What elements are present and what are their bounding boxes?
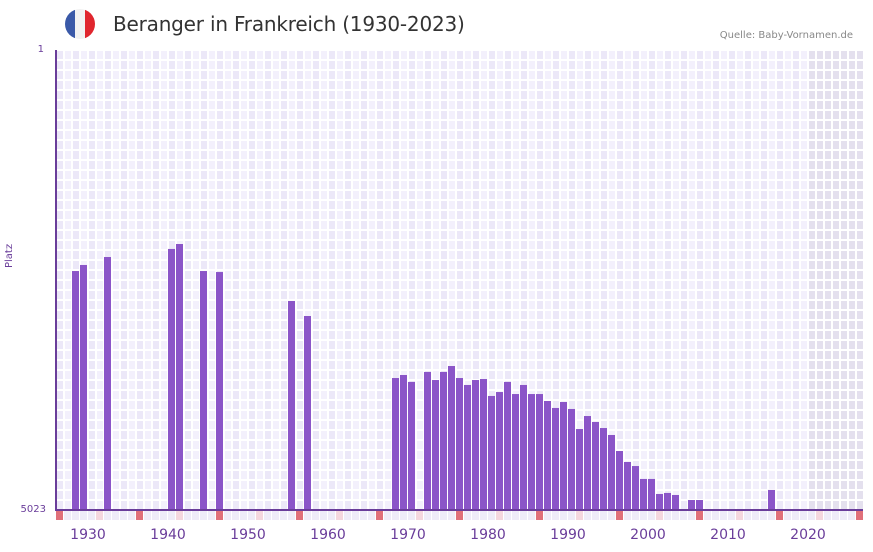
bar-1946: 1946: 2414: [200, 271, 207, 510]
bar-1977: 1977: 3451: [448, 366, 455, 510]
x-axis-line: [56, 509, 863, 511]
bar-1995: 1995: 4062: [592, 421, 599, 510]
x-tick-1970: 1970: [390, 527, 426, 543]
y-tick-bottom: 5023: [20, 504, 46, 515]
bar-2003: 2003: 4848: [656, 493, 663, 510]
bar-1959: 1959: 2905: [304, 315, 311, 510]
y-axis-line: [55, 50, 57, 511]
bar-1987: 1987: 3757: [528, 394, 535, 510]
x-tick-2010: 2010: [710, 527, 746, 543]
x-tick-1980: 1980: [470, 527, 506, 543]
decade-markers: [56, 511, 863, 520]
bar-1992: 1992: 3920: [568, 408, 575, 510]
bar-2005: 2005: 4859: [672, 494, 679, 510]
bar-2007: 2007: 4914: [688, 500, 695, 510]
bar-1931: 1931: 2348: [80, 264, 87, 510]
bar-1970: 1970: 3582: [392, 378, 399, 510]
y-tick-top: 1: [37, 44, 44, 55]
bar-2008: 2008: 4914: [696, 500, 703, 510]
bar-2001: 2001: 4684: [640, 478, 647, 510]
bar-1991: 1991: 3844: [560, 402, 567, 510]
bar-1942: 1942: 2173: [168, 248, 175, 510]
bar-1975: 1975: 3604: [432, 380, 439, 510]
plot-area: 1930: 24141931: 2348 1934: 2261 1942: 2173…: [56, 50, 863, 510]
flag-white-stripe: [75, 9, 85, 39]
bar-1999: 1999: 4499: [624, 462, 631, 510]
bar-1989: 1989: 3833: [544, 400, 551, 510]
x-tick-1950: 1950: [230, 527, 266, 543]
bar-2000: 2000: 4543: [632, 466, 639, 510]
x-tick-1930: 1930: [70, 527, 106, 543]
bar-1988: 1988: 3757: [536, 394, 543, 510]
chart-grid-and-bars: 1930: 24141931: 2348 1934: 2261 1942: 2173…: [57, 51, 863, 510]
bar-1976: 1976: 3516: [440, 371, 447, 510]
bar-1972: 1972: 3625: [408, 381, 415, 510]
bar-1983: 1983: 3735: [496, 392, 503, 510]
bar-2004: 2004: 4837: [664, 492, 671, 510]
x-tick-2020: 2020: [790, 527, 826, 543]
bar-1996: 1996: 4128: [600, 428, 607, 510]
bar-1971: 1971: 3549: [400, 374, 407, 510]
x-tick-2000: 2000: [630, 527, 666, 543]
x-axis-tick-labels: 1930 1940 1950 1960 1970 1980 1990 2000 2010 2020: [0, 527, 873, 547]
bar-1994: 1994: 3997: [584, 416, 591, 510]
bar-1974: 1974: 3516: [424, 371, 431, 510]
bar-1985: 1985: 3757: [512, 394, 519, 510]
source-credit: Quelle: Baby-Vornamen.de: [719, 30, 853, 41]
y-axis-label: Platz: [4, 243, 15, 268]
x-tick-1960: 1960: [310, 527, 346, 543]
bar-1990: 1990: 3909: [552, 407, 559, 510]
bar-2002: 2002: 4684: [648, 478, 655, 510]
bar-1986: 1986: 3658: [520, 384, 527, 510]
bar-1980: 1980: 3604: [472, 380, 479, 510]
bar-1984: 1984: 3625: [504, 381, 511, 510]
bar-1948: 1948: 2425: [216, 272, 223, 510]
bar-2017: 2017: 4804: [768, 489, 775, 510]
bar-1981: 1981: 3593: [480, 379, 487, 510]
bar-1957: 1957: 2741: [288, 300, 295, 510]
france-flag-icon: [65, 9, 95, 39]
flag-red-stripe: [85, 9, 95, 39]
bar-1998: 1998: 4379: [616, 451, 623, 510]
flag-blue-stripe: [65, 9, 75, 39]
bar-1978: 1978: 3582: [456, 378, 463, 510]
bar-1993: 1993: 4139: [576, 429, 583, 510]
bar-1943: 1943: 2119: [176, 244, 183, 510]
bar-1930: 1930: 2414: [72, 271, 79, 510]
bar-1979: 1979: 3658: [464, 384, 471, 510]
x-tick-1940: 1940: [150, 527, 186, 543]
bar-1982: 1982: 3778: [488, 395, 495, 510]
bar-1934: 1934: 2261: [104, 257, 111, 510]
x-tick-1990: 1990: [550, 527, 586, 543]
chart-title: Beranger in Frankreich (1930-2023): [113, 12, 465, 36]
bar-1997: 1997: 4204: [608, 434, 615, 510]
